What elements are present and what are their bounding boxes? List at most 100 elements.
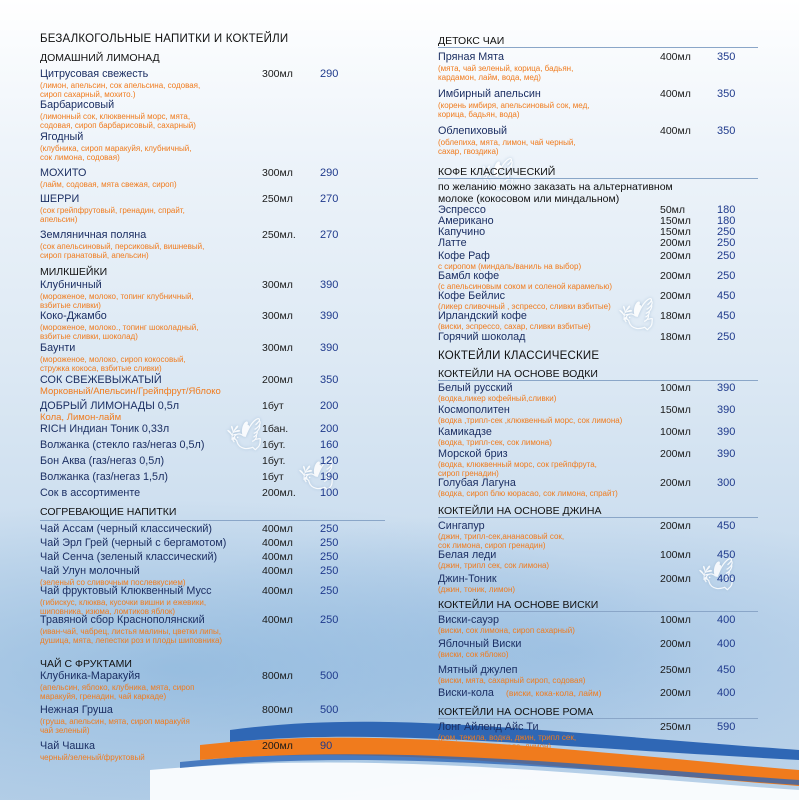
item-price: 300 <box>717 477 736 489</box>
item-name: СОК СВЕЖЕВЫЖАТЫЙ <box>40 374 162 386</box>
item-description: (мороженое, молоко, сироп кокосовый, <box>40 355 186 364</box>
item-description: (лимонный сок, клюквенный морс, мята, <box>40 112 191 121</box>
item-volume: 300мл <box>262 310 293 322</box>
item-description: сироп сахарный, мохито.) <box>40 90 136 99</box>
item-name: Чай Ассам (черный классический) <box>40 523 213 535</box>
item-price: 120 <box>320 455 339 467</box>
item-name: Джин-Тоник <box>438 573 497 585</box>
item-name: Сингапур <box>438 520 485 532</box>
section-heading: МИЛКШЕЙКИ <box>40 266 108 278</box>
item-name: Ирландский кофе <box>438 310 527 322</box>
item-description: (виски, кока-кола, лайм) <box>506 688 602 698</box>
item-description: (апельсин, яблоко, клубника, мята, сироп <box>40 683 195 692</box>
item-description: (лимон, апельсин, сок апельсина, содовая… <box>40 81 201 90</box>
item-price: 270 <box>320 229 339 241</box>
item-price: 350 <box>717 51 736 63</box>
section-divider <box>438 611 758 612</box>
item-name: ШЕРРИ <box>40 193 80 205</box>
item-description: (джин, тоник, лимон) <box>438 585 516 594</box>
item-description: (мороженое, молоко., топинг шоколадный, <box>40 323 199 332</box>
item-name: Коко-Джамбо <box>40 310 107 322</box>
section-divider <box>40 520 385 521</box>
item-name: Имбирный апельсин <box>438 88 541 100</box>
coffee-note: по желанию можно заказать на альтернатив… <box>438 181 673 193</box>
item-name: Кофе Раф <box>438 250 490 262</box>
item-name: Пряная Мята <box>438 51 504 63</box>
section-heading: КОФЕ КЛАССИЧЕСКИЙ <box>438 166 556 178</box>
item-volume: 250мл <box>660 721 691 733</box>
item-description: апельсин) <box>40 215 78 224</box>
item-volume: 400мл <box>660 51 691 63</box>
section-heading: КОКТЕЙЛИ НА ОСНОВЕ ДЖИНА <box>438 505 602 517</box>
item-volume: 400мл <box>262 523 293 535</box>
item-price: 400 <box>717 687 736 699</box>
item-price: 190 <box>320 471 339 483</box>
item-description: душица, мята, лепестки роз и плоды шипов… <box>40 636 223 645</box>
item-volume: 200мл <box>660 573 691 585</box>
item-name: Баунти <box>40 342 76 354</box>
item-volume: 800мл <box>262 704 293 716</box>
item-price: 590 <box>717 721 736 733</box>
item-volume: 200мл <box>262 740 293 752</box>
item-description: содовая, сироп барбарисовый, сахарный) <box>40 121 196 130</box>
menu-title: БЕЗАЛКОГОЛЬНЫЕ НАПИТКИ И КОКТЕЙЛИ <box>40 33 289 45</box>
item-volume: 200мл <box>660 290 691 302</box>
item-description: (облепиха, мята, лимон, чай черный, <box>438 138 576 147</box>
item-price: 250 <box>320 585 339 597</box>
item-description: (водка ,трипл-сек ,клюквенный морс, сок … <box>438 416 623 425</box>
item-volume: 1бут <box>262 400 284 412</box>
item-volume: 400мл <box>262 551 293 563</box>
item-description: (виски, сок лимона, сироп сахарный) <box>438 626 575 635</box>
section-title: КОКТЕЙЛИ КЛАССИЧЕСКИЕ <box>438 350 600 362</box>
item-price: 350 <box>717 88 736 100</box>
item-name: Космополитен <box>438 404 510 416</box>
item-description: кардамон, лайм, вода, мед) <box>438 73 541 82</box>
item-description: сок лимона, содовая) <box>40 153 120 162</box>
item-price: 200 <box>320 423 339 435</box>
item-description: сироп гренадин) <box>438 469 499 478</box>
item-volume: 1бут. <box>262 439 286 451</box>
section-heading: КОКТЕЙЛИ НА ОСНОВЕ ВИСКИ <box>438 599 599 611</box>
item-volume: 300мл <box>262 342 293 354</box>
item-name: Чай Чашка <box>40 740 96 752</box>
item-price: 90 <box>320 740 333 752</box>
item-name: Белая леди <box>438 549 497 561</box>
item-description: (гибискус, клюква, кусочки вишни и ежеви… <box>40 598 207 607</box>
item-volume: 200мл <box>660 250 691 262</box>
item-price: 290 <box>320 68 339 80</box>
item-description: (джин, трипл сек, сок лимона) <box>438 561 550 570</box>
item-price: 250 <box>320 537 339 549</box>
item-volume: 200мл <box>660 638 691 650</box>
item-name: Нежная Груша <box>40 704 113 716</box>
item-price: 450 <box>717 520 736 532</box>
item-price: 450 <box>717 664 736 676</box>
item-description: сироп гранатовый, апельсин) <box>40 251 149 260</box>
decorative-wave <box>150 721 799 800</box>
item-description: чай зеленый) <box>40 726 90 735</box>
item-description: стружка кокоса, взбитые сливки) <box>40 364 162 373</box>
item-volume: 200мл <box>262 374 293 386</box>
item-description: (иван-чай, чабрец, листья малины, цветки… <box>40 627 221 636</box>
item-name: Эспрессо <box>438 204 486 216</box>
item-volume: 150мл <box>660 215 691 227</box>
item-price: 250 <box>320 551 339 563</box>
section-heading: СОГРЕВАЮЩИЕ НАПИТКИ <box>40 506 177 518</box>
item-price: 400 <box>717 638 736 650</box>
item-description: (джин, трипл-сек,ананасовый сок, <box>438 532 565 541</box>
item-volume: 250мл. <box>262 229 296 241</box>
item-name: Волжанка (газ/негаз 1,5л) <box>40 471 168 483</box>
item-price: 250 <box>320 614 339 626</box>
item-price: 250 <box>717 250 736 262</box>
item-name: ДОБРЫЙ ЛИМОНАДЫ 0,5л <box>40 400 180 412</box>
item-volume: 200мл. <box>262 487 296 499</box>
item-name: Американо <box>438 215 494 227</box>
item-price: 390 <box>320 342 339 354</box>
item-description: (зеленый со сливочным послевкусием) <box>40 578 186 587</box>
item-name: Бамбл кофе <box>438 270 500 282</box>
item-volume: 180мл <box>660 331 691 343</box>
item-name: Мятный джулеп <box>438 664 518 676</box>
item-description: (сок грейпфрутовый, гренадин, спрайт, <box>40 206 185 215</box>
item-description: сок лимона, сироп гренадин) <box>438 541 546 550</box>
item-name: Виски-сауэр <box>438 614 500 626</box>
item-price: 100 <box>320 487 339 499</box>
